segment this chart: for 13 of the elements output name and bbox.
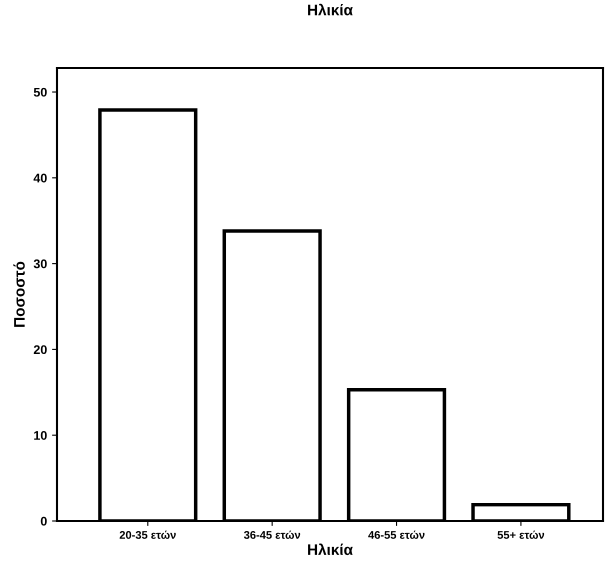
- y-tick-label: 50: [34, 88, 47, 97]
- x-tick-label: 55+ ετών: [498, 530, 544, 539]
- y-tick-label: 40: [34, 174, 47, 182]
- y-tick-label: 20: [34, 345, 47, 354]
- y-tick-label: 30: [34, 259, 47, 268]
- chart-title: Ηλικία: [308, 4, 353, 16]
- x-tick-label: 36-45 ετών: [244, 530, 300, 539]
- x-axis-title: Ηλικία: [308, 543, 353, 556]
- x-tick-label: 20-35 ετών: [120, 530, 176, 539]
- y-tick-label: 10: [34, 431, 47, 440]
- y-axis-title: Ποσοστό: [13, 262, 25, 327]
- x-tick-label: 46-55 ετών: [368, 530, 425, 539]
- y-tick-label: 0: [40, 516, 47, 526]
